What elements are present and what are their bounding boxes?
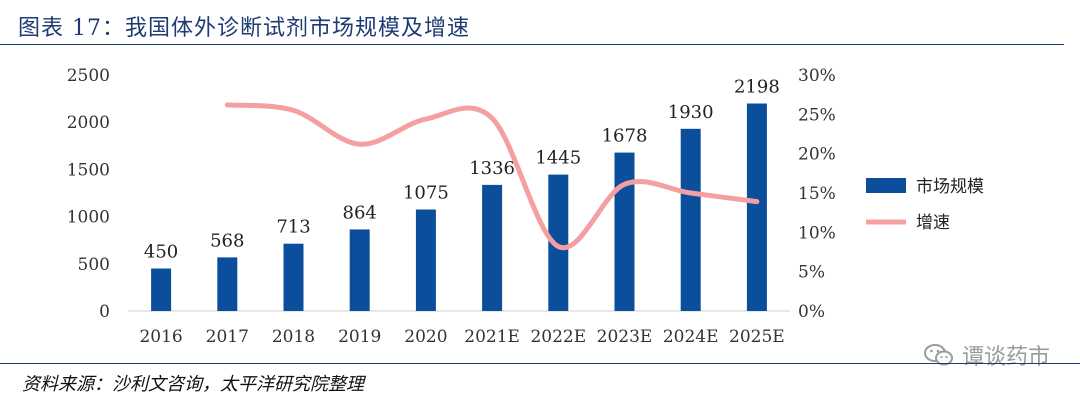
- bar-data-label: 864: [343, 202, 377, 223]
- bar-data-label: 713: [276, 217, 310, 238]
- bar-series: [151, 103, 767, 312]
- x-tick-label: 2017: [206, 327, 249, 347]
- legend-label-bar: 市场规模: [916, 177, 984, 197]
- right-tick-label: 5%: [798, 263, 825, 283]
- x-tick-label: 2022E: [530, 327, 586, 347]
- figure-title: 图表 17：我国体外诊断试剂市场规模及增速: [18, 16, 470, 41]
- source-note: 资料来源：沙利文咨询，太平洋研究院整理: [22, 374, 364, 395]
- x-tick-label: 2019: [338, 327, 381, 347]
- left-tick-label: 2000: [67, 113, 110, 133]
- left-axis: 0 500 1000 1500 2000 2500: [67, 66, 110, 322]
- right-tick-label: 20%: [798, 145, 836, 165]
- bar-data-label: 1445: [535, 148, 581, 169]
- x-tick-label: 2025E: [729, 327, 785, 347]
- watermark-text: 谭谈药市: [961, 345, 1050, 370]
- bar-data-label: 450: [144, 242, 178, 263]
- bar-data-label: 1930: [668, 102, 714, 123]
- x-tick-label: 2016: [139, 327, 182, 347]
- x-tick-label: 2024E: [663, 327, 719, 347]
- left-tick-label: 500: [78, 255, 110, 275]
- watermark: 谭谈药市: [923, 340, 1050, 370]
- bar: [482, 184, 503, 311]
- x-tick-label: 2020: [404, 327, 447, 347]
- x-tick-label: 2023E: [597, 327, 653, 347]
- wechat-icon: [923, 344, 953, 366]
- right-tick-label: 25%: [798, 105, 836, 125]
- right-tick-label: 0%: [798, 302, 825, 322]
- bar: [151, 268, 172, 311]
- bar-data-labels: 450 568 713 864 1075 1336 1445 1678 1930 2198: [144, 77, 780, 263]
- left-tick-label: 2500: [67, 66, 110, 86]
- x-tick-label: 2018: [272, 327, 315, 347]
- bar: [415, 209, 436, 311]
- bar-data-label: 568: [210, 230, 244, 251]
- bar: [548, 174, 569, 311]
- bar: [283, 243, 304, 311]
- bar-data-label: 1678: [602, 126, 648, 147]
- bar: [349, 229, 370, 311]
- bar: [680, 128, 701, 311]
- left-tick-label: 0: [99, 302, 110, 322]
- right-tick-label: 30%: [798, 66, 836, 86]
- right-tick-label: 15%: [798, 184, 836, 204]
- legend-swatch-bar: [866, 178, 906, 193]
- title-bar: 图表 17：我国体外诊断试剂市场规模及增速: [0, 0, 1064, 45]
- growth-line: [224, 102, 760, 251]
- legend-label-line: 增速: [916, 213, 950, 233]
- left-tick-label: 1000: [67, 208, 110, 228]
- source-bar: 资料来源：沙利文咨询，太平洋研究院整理: [0, 363, 1080, 402]
- right-axis: 0% 5% 10% 15% 20% 25% 30%: [798, 66, 836, 322]
- bar: [614, 152, 635, 311]
- x-axis: 2016 2017 2018 2019 2020 2021E 2022E 2023E 2024E…: [139, 327, 784, 347]
- left-tick-label: 1500: [67, 160, 110, 180]
- right-tick-label: 10%: [798, 223, 836, 243]
- bar: [217, 257, 238, 311]
- bar-data-label: 1336: [469, 158, 515, 179]
- bar-data-label: 2198: [734, 77, 780, 98]
- bar: [746, 103, 767, 312]
- x-tick-label: 2021E: [464, 327, 520, 347]
- bar-data-label: 1075: [403, 183, 449, 204]
